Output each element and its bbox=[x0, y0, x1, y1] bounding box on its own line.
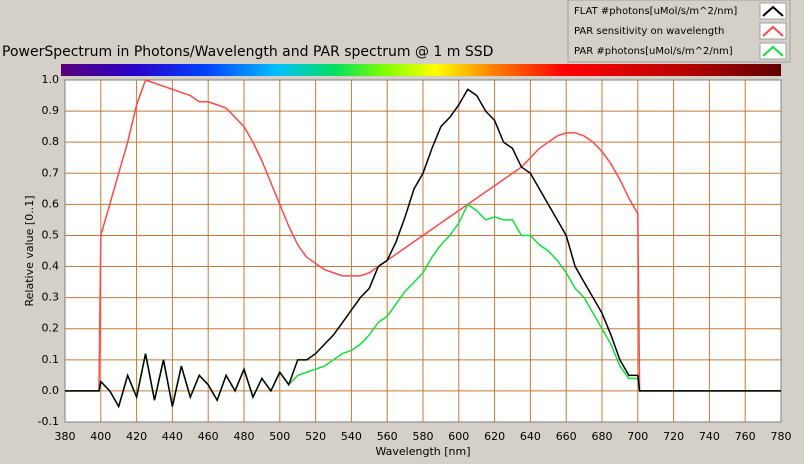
x-tick-label: 440 bbox=[162, 430, 183, 443]
x-tick-label: 760 bbox=[735, 430, 756, 443]
spectrum-bar bbox=[61, 64, 781, 76]
legend-swatch-box bbox=[759, 2, 787, 20]
legend-swatch bbox=[762, 25, 784, 37]
y-tick-label: 0.3 bbox=[42, 291, 60, 304]
y-tick-label: 0.0 bbox=[42, 384, 60, 397]
x-tick-label: 720 bbox=[663, 430, 684, 443]
series-line bbox=[65, 88, 781, 409]
x-tick-label: 700 bbox=[627, 430, 648, 443]
x-tick-label: 780 bbox=[771, 430, 792, 443]
x-tick-label: 580 bbox=[413, 430, 434, 443]
x-tick-label: 420 bbox=[126, 430, 147, 443]
y-tick-label: 0.7 bbox=[42, 166, 60, 179]
x-tick-label: 380 bbox=[55, 430, 76, 443]
x-tick-label: 640 bbox=[520, 430, 541, 443]
legend-label: PAR sensitivity on wavelength bbox=[574, 26, 724, 37]
x-tick-label: 520 bbox=[305, 430, 326, 443]
y-axis-label: Relative value [0..1] bbox=[23, 196, 36, 307]
plot-border bbox=[64, 79, 782, 423]
legend bbox=[567, 0, 791, 63]
x-tick-label: 500 bbox=[269, 430, 290, 443]
legend-swatch bbox=[762, 45, 784, 57]
y-tick-label: 0.1 bbox=[42, 353, 60, 366]
x-tick-label: 460 bbox=[198, 430, 219, 443]
legend-swatch-box bbox=[759, 42, 787, 60]
legend-label: FLAT #photons[uMol/s/m^2/nm] bbox=[574, 6, 737, 17]
x-tick-label: 560 bbox=[377, 430, 398, 443]
y-tick-label: 1.0 bbox=[42, 73, 60, 86]
x-tick-label: 600 bbox=[448, 430, 469, 443]
x-axis-label: Wavelength [nm] bbox=[375, 445, 470, 458]
x-tick-label: 680 bbox=[592, 430, 613, 443]
series-line bbox=[65, 79, 781, 392]
y-tick-label: -0.1 bbox=[38, 415, 59, 428]
y-tick-label: 0.2 bbox=[42, 322, 60, 335]
x-tick-label: 620 bbox=[484, 430, 505, 443]
y-tick-label: 0.8 bbox=[42, 135, 60, 148]
legend-swatch-box bbox=[759, 22, 787, 40]
y-tick-label: 0.9 bbox=[42, 104, 60, 117]
x-tick-label: 400 bbox=[90, 430, 111, 443]
x-tick-label: 540 bbox=[341, 430, 362, 443]
chart-title: PowerSpectrum in Photons/Wavelength and … bbox=[2, 44, 493, 60]
legend-label: PAR #photons[uMol/s/m^2/nm] bbox=[574, 46, 733, 57]
y-tick-label: 0.6 bbox=[42, 197, 60, 210]
legend-swatch bbox=[762, 5, 784, 17]
x-tick-label: 740 bbox=[699, 430, 720, 443]
x-tick-label: 480 bbox=[234, 430, 255, 443]
x-tick-label: 660 bbox=[556, 430, 577, 443]
y-tick-label: 0.5 bbox=[42, 228, 60, 241]
y-tick-label: 0.4 bbox=[42, 260, 60, 273]
